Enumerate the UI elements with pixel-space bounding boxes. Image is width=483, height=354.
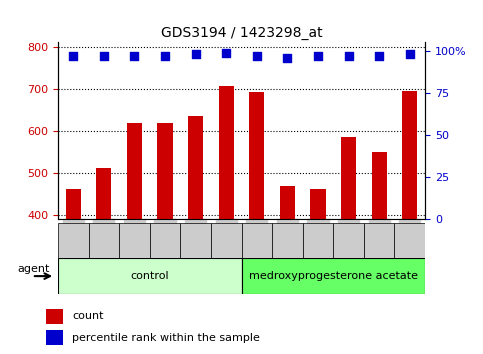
FancyBboxPatch shape <box>211 223 242 258</box>
FancyBboxPatch shape <box>272 223 303 258</box>
Bar <box>188 116 203 354</box>
FancyBboxPatch shape <box>119 223 150 258</box>
Text: control: control <box>130 271 169 281</box>
Bar <box>402 91 417 354</box>
FancyBboxPatch shape <box>395 223 425 258</box>
Text: agent: agent <box>17 264 50 274</box>
FancyBboxPatch shape <box>58 223 88 258</box>
Point <box>284 55 291 61</box>
Bar <box>46 330 63 345</box>
FancyBboxPatch shape <box>303 223 333 258</box>
Point <box>222 50 230 56</box>
Title: GDS3194 / 1423298_at: GDS3194 / 1423298_at <box>161 26 322 40</box>
Bar <box>219 86 234 354</box>
Point <box>100 53 108 59</box>
FancyBboxPatch shape <box>333 223 364 258</box>
Text: percentile rank within the sample: percentile rank within the sample <box>72 332 260 343</box>
FancyBboxPatch shape <box>242 258 425 294</box>
Point <box>314 53 322 59</box>
Bar <box>46 309 63 324</box>
Point <box>70 53 77 59</box>
Bar <box>127 124 142 354</box>
Point <box>161 53 169 59</box>
Bar <box>341 137 356 354</box>
Point <box>406 51 413 57</box>
FancyBboxPatch shape <box>150 223 180 258</box>
Point <box>375 53 383 59</box>
FancyBboxPatch shape <box>88 223 119 258</box>
Bar <box>371 153 387 354</box>
Text: medroxyprogesterone acetate: medroxyprogesterone acetate <box>249 271 418 281</box>
Point <box>130 53 138 59</box>
Bar <box>66 189 81 354</box>
FancyBboxPatch shape <box>58 258 242 294</box>
Bar <box>157 124 173 354</box>
FancyBboxPatch shape <box>180 223 211 258</box>
Point <box>253 53 261 59</box>
Bar <box>96 168 112 354</box>
FancyBboxPatch shape <box>364 223 395 258</box>
Bar <box>280 186 295 354</box>
Point <box>345 53 353 59</box>
Bar <box>311 189 326 354</box>
Text: count: count <box>72 311 103 321</box>
Bar <box>249 92 265 354</box>
Point <box>192 51 199 57</box>
FancyBboxPatch shape <box>242 223 272 258</box>
